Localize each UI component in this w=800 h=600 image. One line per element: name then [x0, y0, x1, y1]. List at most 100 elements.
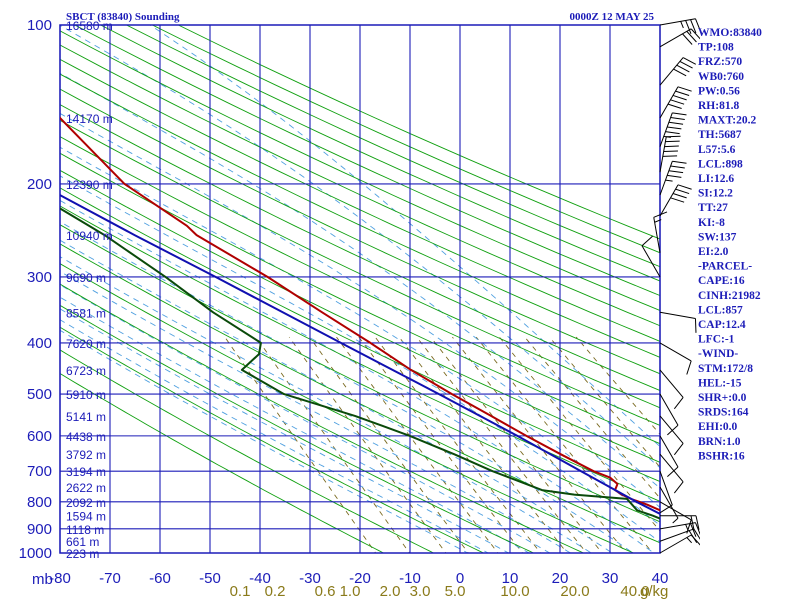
temperature-tick-label: 30 — [602, 570, 619, 587]
wind-barbs — [641, 18, 700, 554]
pressure-temperature-grid — [59, 24, 661, 554]
height-label: 5141 m — [66, 410, 106, 424]
index-value: SW:137 — [698, 231, 737, 243]
height-labels: 16580 m 14170 m 12390 m 10940 m 9690 m 8581 m… — [66, 19, 113, 561]
pressure-tick-label: 600 — [27, 428, 52, 445]
mixing-ratio-line — [288, 336, 447, 553]
mixing-ratio-tick-label: 3.0 — [410, 583, 431, 600]
index-value: BRN:1.0 — [698, 436, 741, 448]
index-value: LCL:898 — [698, 158, 743, 170]
height-label: 6723 m — [66, 364, 106, 378]
temperature-profile-line — [60, 116, 660, 512]
moist-adiabat-line — [60, 25, 660, 469]
index-value: WB0:760 — [698, 71, 744, 83]
pressure-tick-labels: 100 200 300 400 500 600 700 800 900 1000 — [19, 17, 52, 562]
index-value: TH:5687 — [698, 129, 742, 141]
pressure-tick-label: 500 — [27, 386, 52, 403]
dry-adiabat-line — [60, 349, 435, 553]
index-value: FRZ:570 — [698, 56, 742, 68]
pressure-tick-label: 400 — [27, 335, 52, 352]
index-value: WMO:83840 — [698, 27, 762, 39]
dry-adiabat-line — [60, 283, 585, 553]
dry-adiabat-line — [60, 169, 660, 463]
temperature-tick-label: -50 — [199, 570, 221, 587]
height-label: 223 m — [66, 547, 99, 561]
stability-indices-panel: WMO:83840 TP:108 FRZ:570 WB0:760 PW:0.56 RH:8… — [698, 27, 762, 462]
title-left: SBCT (83840) Sounding — [66, 11, 180, 23]
pressure-unit-label: mb — [32, 571, 53, 588]
index-value: KI:-8 — [698, 217, 725, 229]
height-label: 2622 m — [66, 481, 106, 495]
moist-adiabat-line — [60, 146, 660, 526]
pressure-tick-label: 100 — [27, 17, 52, 34]
index-value: TT:27 — [698, 202, 728, 214]
dry-adiabat-line — [60, 104, 660, 391]
height-label: 3194 m — [66, 465, 106, 479]
wind-barb — [659, 453, 684, 494]
index-value: CAPE:16 — [698, 275, 745, 287]
mixing-ratio-line — [452, 336, 627, 553]
mixing-ratio-tick-label: 0.1 — [230, 583, 251, 600]
mixing-ratio-tick-label: 0.2 — [265, 583, 286, 600]
dry-adiabats — [60, 25, 660, 553]
mixing-ratio-tick-labels: 0.1 0.2 0.6 1.0 2.0 3.0 5.0 10.0 20.0 40.0 — [230, 583, 650, 600]
pressure-tick-label: 300 — [27, 269, 52, 286]
index-value: LCL:857 — [698, 304, 743, 316]
mixing-ratio-line — [430, 336, 603, 553]
height-label: 3792 m — [66, 448, 106, 462]
wind-barb — [659, 57, 697, 86]
height-label: 1594 m — [66, 510, 106, 524]
height-label: 8581 m — [66, 306, 106, 320]
height-label: 661 m — [66, 535, 99, 549]
index-value: SHR+:0.0 — [698, 392, 747, 404]
moist-adiabat-line — [60, 72, 660, 489]
index-value: -WIND- — [698, 348, 738, 360]
moist-adiabat-line — [60, 319, 490, 553]
mixing-ratio-tick-label: 1.0 — [340, 583, 361, 600]
index-value: HEL:-15 — [698, 377, 742, 389]
moist-adiabat-line — [60, 256, 593, 553]
wind-barb — [659, 184, 692, 217]
index-value: MAXT:20.2 — [698, 115, 756, 127]
moist-adiabat-line — [60, 239, 614, 553]
profile-series — [60, 116, 660, 520]
index-value: LI:12.6 — [698, 173, 734, 185]
index-value: EHI:0.0 — [698, 421, 738, 433]
wind-barb — [659, 522, 700, 537]
height-label: 1118 m — [66, 523, 104, 537]
temperature-tick-label: -20 — [349, 570, 371, 587]
index-value: -PARCEL- — [698, 261, 752, 273]
height-label: 14170 m — [66, 112, 113, 126]
index-value: L57:5.6 — [698, 144, 736, 156]
pressure-tick-label: 200 — [27, 176, 52, 193]
temperature-tick-labels: -80 -70 -60 -50 -40 -30 -20 -10 0 10 20 30 40 — [49, 570, 668, 587]
mixing-ratio-tick-label: 5.0 — [445, 583, 466, 600]
dry-adiabat-line — [60, 373, 385, 553]
mixing-ratio-line — [374, 336, 542, 553]
wind-barb — [659, 112, 687, 147]
temperature-tick-label: 40 — [652, 570, 669, 587]
pressure-tick-label: 700 — [27, 463, 52, 480]
wind-barb — [641, 235, 661, 278]
index-value: LFC:-1 — [698, 334, 735, 346]
dry-adiabat-line — [60, 119, 660, 409]
mixing-ratio-line — [224, 336, 377, 553]
moist-adiabat-line — [60, 296, 531, 553]
height-label: 10940 m — [66, 229, 113, 243]
wind-barb — [659, 342, 692, 375]
index-value: EI:2.0 — [698, 246, 729, 258]
dry-adiabat-line — [60, 136, 660, 426]
temperature-tick-label: -40 — [249, 570, 271, 587]
dry-adiabat-line — [60, 224, 660, 523]
title-right: 0000Z 12 MAY 25 — [570, 11, 655, 23]
temperature-tick-label: -30 — [299, 570, 321, 587]
dry-adiabat-line — [60, 243, 660, 544]
wind-barb — [659, 435, 679, 478]
moist-adiabat-line — [60, 284, 551, 553]
dry-adiabat-line — [100, 25, 660, 282]
dry-adiabat-line — [152, 25, 660, 254]
wind-barb — [659, 369, 684, 410]
moist-adiabat-line — [60, 112, 660, 508]
index-value: SI:12.2 — [698, 188, 733, 200]
wind-barb — [659, 28, 700, 48]
